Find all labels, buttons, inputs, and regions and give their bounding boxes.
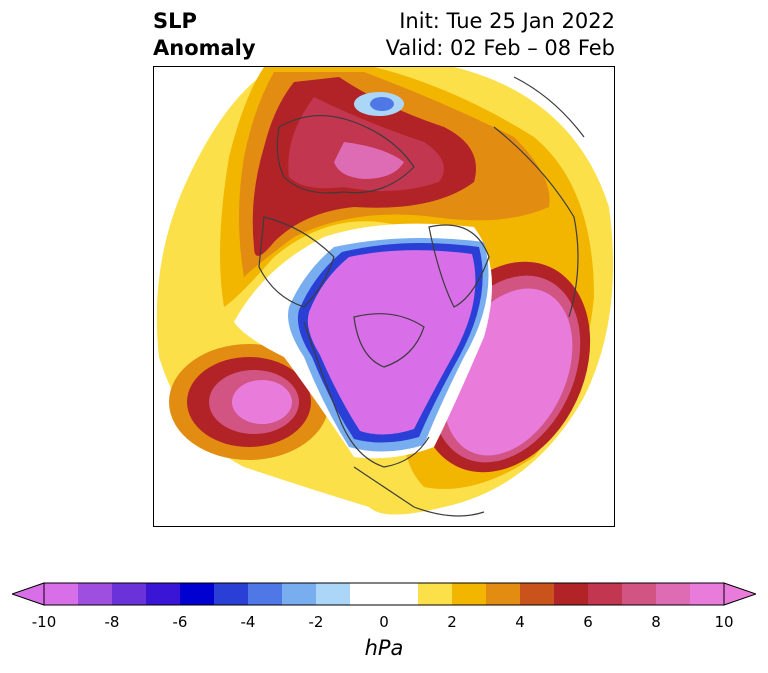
colorbar: [12, 582, 756, 606]
colorbar-segment: [180, 583, 215, 605]
colorbar-border: [43, 582, 725, 606]
map-panel: [153, 66, 615, 527]
siberian-high-center: [334, 142, 404, 179]
colorbar-tick-label: 2: [447, 613, 457, 631]
colorbar-segment: [78, 583, 113, 605]
colorbar-tick-label: -2: [308, 613, 324, 631]
colorbar-tick-label: 6: [583, 613, 593, 631]
coastline-outlines: [258, 76, 585, 517]
colorbar-tick-label: -10: [31, 613, 57, 631]
kara-sea-low-core: [370, 97, 394, 111]
polar-low-core: [307, 250, 476, 435]
polar-projection-map: [156, 67, 614, 517]
colorbar-segment: [622, 583, 657, 605]
colorbar-segment: [282, 583, 317, 605]
valid-dates: Valid: 02 Feb – 08 Feb: [385, 36, 615, 60]
colorbar-segment: [690, 583, 725, 605]
colorbar-unit: hPa: [364, 636, 404, 660]
siberian-high-core: [288, 97, 444, 191]
colorbar-segment: [44, 583, 79, 605]
colorbar-segment: [316, 583, 351, 605]
colorbar-segment: [384, 583, 419, 605]
north-pacific-high-core: [232, 380, 292, 424]
init-date: Init: Tue 25 Jan 2022: [399, 9, 615, 33]
colorbar-segment: [112, 583, 147, 605]
colorbar-extend-max: [723, 582, 756, 606]
title-variable: SLP: [153, 9, 197, 33]
colorbar-tick-label: 10: [714, 613, 734, 631]
colorbar-tick-label: 4: [515, 613, 525, 631]
colorbar-segment: [418, 583, 453, 605]
colorbar-segment: [350, 583, 385, 605]
colorbar-segment: [248, 583, 283, 605]
map-dates: Init: Tue 25 Jan 2022 Valid: 02 Feb – 08…: [386, 8, 615, 62]
colorbar-tick-label: -6: [172, 613, 188, 631]
colorbar-segment: [214, 583, 249, 605]
colorbar-extend-min: [12, 582, 45, 606]
colorbar-segment: [146, 583, 181, 605]
map-title: SLP Anomaly: [153, 8, 256, 62]
colorbar-tick-label: 0: [379, 613, 389, 631]
colorbar-segment: [486, 583, 521, 605]
colorbar-tick-label: -8: [104, 613, 120, 631]
title-field: Anomaly: [153, 36, 256, 60]
colorbar-segment: [520, 583, 555, 605]
colorbar-segment: [554, 583, 589, 605]
colorbar-tick-label: 8: [651, 613, 661, 631]
colorbar-segment: [452, 583, 487, 605]
colorbar-tick-label: -4: [240, 613, 256, 631]
colorbar-segment: [656, 583, 691, 605]
colorbar-segment: [588, 583, 623, 605]
